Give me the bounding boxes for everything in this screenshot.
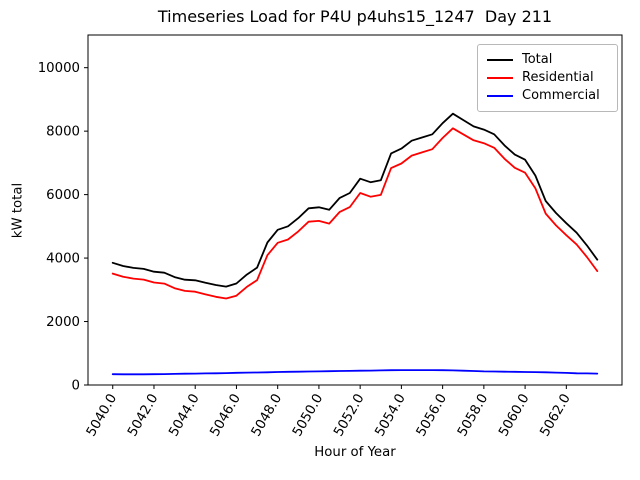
legend-label-commercial: Commercial (522, 88, 600, 103)
legend-label-residential: Residential (522, 70, 594, 85)
axes-spines (87, 34, 623, 386)
y-tick-label: 2000 (46, 315, 80, 330)
x-tick-label: 5042.0 (125, 392, 161, 440)
x-tick-label: 5040.0 (84, 392, 120, 440)
commercial-line-swatch (487, 95, 513, 97)
series-line-total (111, 112, 599, 288)
residential-line-swatch (487, 77, 513, 79)
legend-item-total: Total (487, 51, 609, 69)
x-tick-label: 5060.0 (496, 392, 532, 440)
y-tick-label: 0 (72, 379, 80, 394)
legend-item-residential: Residential (487, 69, 609, 87)
x-tick-label: 5052.0 (331, 392, 367, 440)
x-tick-label: 5054.0 (373, 392, 409, 440)
y-tick-label: 8000 (46, 125, 80, 140)
legend-label-total: Total (522, 52, 553, 67)
y-tick-label: 6000 (46, 188, 80, 203)
x-tick-label: 5048.0 (249, 392, 285, 440)
x-axis-label: Hour of Year (314, 445, 396, 460)
x-tick-label: 5062.0 (538, 392, 574, 440)
x-tick-label: 5044.0 (166, 392, 202, 440)
x-tick-label: 5058.0 (455, 392, 491, 440)
y-tick-label: 4000 (46, 252, 80, 267)
y-tick-label: 10000 (38, 61, 80, 76)
x-tick-label: 5056.0 (414, 392, 450, 440)
series-line-residential (111, 127, 599, 300)
legend: Total Residential Commercial (477, 44, 618, 112)
total-line-swatch (487, 59, 513, 61)
y-axis-label: kW total (10, 182, 26, 239)
legend-item-commercial: Commercial (487, 87, 609, 105)
series-line-commercial (111, 369, 599, 376)
x-tick-label: 5050.0 (290, 392, 326, 440)
x-tick-label: 5046.0 (208, 392, 244, 440)
chart-title: Timeseries Load for P4U p4uhs15_1247 Day… (157, 7, 553, 26)
